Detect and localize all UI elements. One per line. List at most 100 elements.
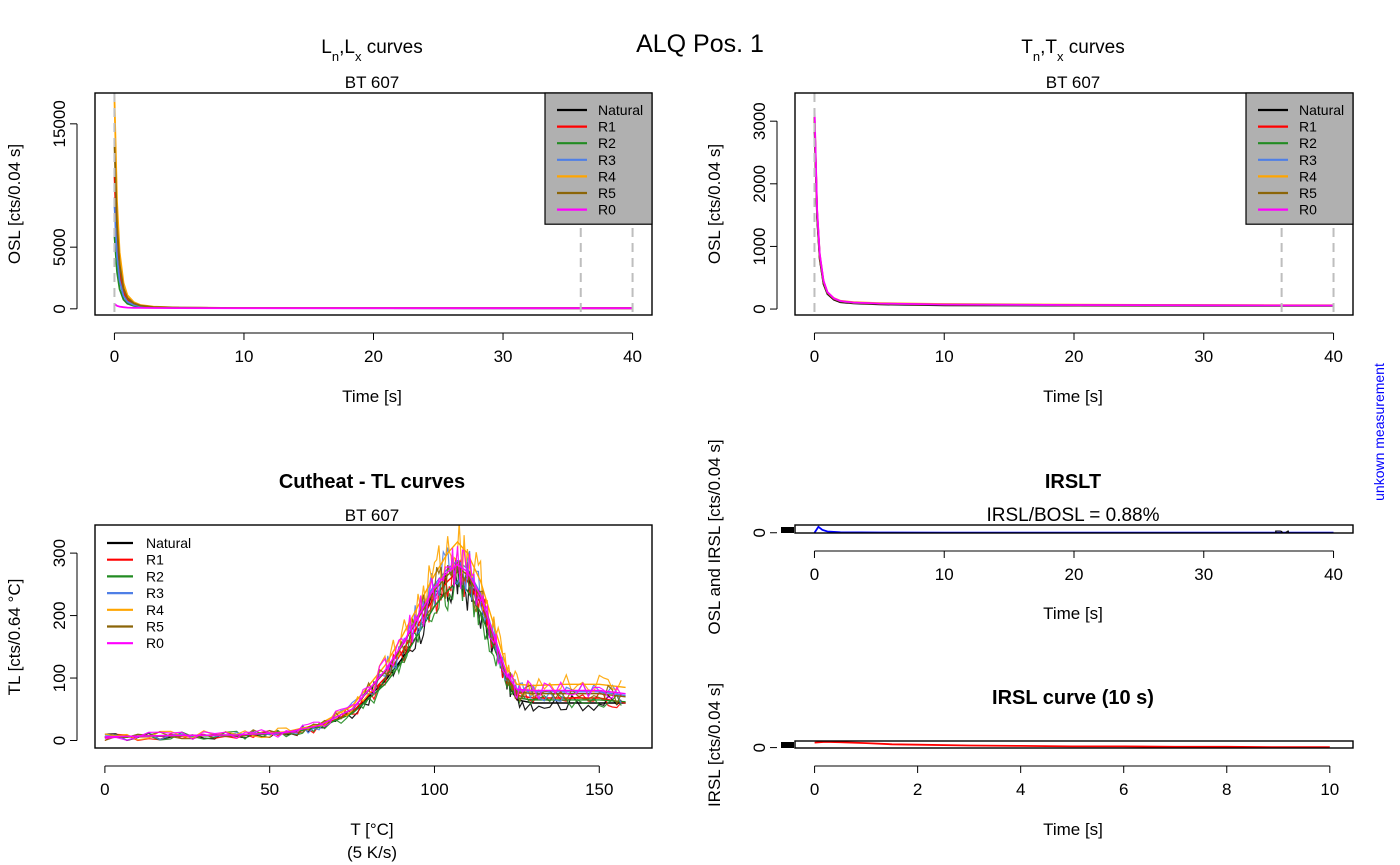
legend-label-r2: R2 [1299, 135, 1317, 151]
y-tick-label: 0 [750, 528, 769, 537]
y-tick-label: 100 [50, 664, 69, 692]
x-tick-label: 0 [810, 565, 819, 584]
series-noise-r0 [104, 546, 622, 741]
x-tick-label: 100 [420, 780, 448, 799]
chart-title: Cutheat - TL curves [279, 471, 465, 493]
x-tick-label: 30 [494, 347, 513, 366]
legend-label-r0: R0 [1299, 202, 1317, 218]
series-group [813, 525, 1334, 533]
x-tick-label: 40 [1324, 565, 1343, 584]
legend-label-r0: R0 [146, 635, 164, 651]
x-tick-label: 20 [364, 347, 383, 366]
series-group [813, 108, 1334, 307]
chart-txcurves: Tn,Tx curves BT 607 0 10 20 30 40 0 1000 2000 3000… [705, 37, 1354, 406]
legend-label-r2: R2 [598, 135, 616, 151]
overlapped-legend-label: R1 [1274, 527, 1292, 543]
x-tick-label: 10 [935, 347, 954, 366]
series-noise-r2 [104, 562, 622, 741]
legend-label-r3: R3 [1299, 152, 1317, 168]
series-group [814, 741, 1330, 748]
plot-frame [794, 524, 1354, 534]
legend-label-r5: R5 [598, 185, 616, 201]
main-title: ALQ Pos. 1 [636, 30, 764, 58]
plot-frame [794, 740, 1354, 749]
chart-lxcurves: Ln,Lx curves BT 607 0 10 20 30 40 0 5000 15000 Tim… [5, 37, 653, 406]
legend-label-natural: Natural [146, 535, 191, 551]
x-tick-label: 40 [1324, 347, 1343, 366]
series-line-r2 [113, 234, 633, 310]
x-tick-label: 40 [623, 347, 642, 366]
y-tick-label: 1000 [750, 228, 769, 266]
y-tick-label: 2000 [750, 165, 769, 203]
legend-label-r4: R4 [146, 602, 164, 618]
x-axis-label-rate: (5 K/s) [347, 843, 397, 862]
chart-title: Ln,Lx curves [321, 37, 422, 64]
legend-label-r4: R4 [1299, 168, 1317, 184]
legend-label-r5: R5 [146, 619, 164, 635]
legend-label-r1: R1 [146, 552, 164, 568]
chart-title: IRSL curve (10 s) [992, 687, 1154, 709]
legend-box [544, 92, 653, 225]
x-tick-label: 50 [260, 780, 279, 799]
series-group [104, 525, 626, 742]
y-axis-label: OSL [cts/0.04 s] [705, 144, 724, 264]
chart-title: Tn,Tx curves [1021, 37, 1124, 64]
chart-irslt: IRSLT 0 10 20 30 40 0 Time [s] OSL and IRSL [cts… [705, 439, 1354, 635]
series-line-r4 [104, 540, 626, 738]
y-tick-label: 200 [50, 601, 69, 629]
y-tick-label: 0 [50, 304, 69, 313]
y-tick-label: 15000 [50, 100, 69, 147]
legend-label-natural: Natural [1299, 102, 1344, 118]
chart-subtitle: BT 607 [345, 506, 400, 525]
x-tick-label: 150 [585, 780, 613, 799]
x-tick-label: 30 [1194, 347, 1213, 366]
x-axis-label: Time [s] [1043, 387, 1103, 406]
plot-frame [94, 524, 653, 749]
legend-box [1245, 92, 1354, 225]
series-line-natural [104, 580, 626, 739]
legend-label-r3: R3 [146, 585, 164, 601]
legend-label-r1: R1 [1299, 119, 1317, 135]
y-tick-label: 0 [750, 304, 769, 313]
series-group [113, 96, 633, 310]
series-line-r5 [104, 565, 626, 738]
chart-subtitle: BT 607 [345, 73, 400, 92]
side-note: unkown measurement [1371, 363, 1387, 501]
legend-label-r2: R2 [146, 568, 164, 584]
series-line-r0 [113, 303, 633, 310]
series-noise-natural [104, 562, 622, 742]
x-tick-label: 4 [1016, 780, 1025, 799]
legend-label-r5: R5 [1299, 185, 1317, 201]
series-line-r0 [104, 563, 626, 738]
x-tick-label: 20 [1065, 347, 1084, 366]
x-axis-label: Time [s] [1043, 604, 1103, 623]
legend-label-natural: Natural [598, 102, 643, 118]
legend-label-r0: R0 [598, 202, 616, 218]
x-tick-label: 10 [935, 565, 954, 584]
y-axis-label: TL [cts/0.64 °C] [5, 579, 24, 696]
x-tick-label: 10 [235, 347, 254, 366]
chart-tlcurves: Cutheat - TL curves BT 607 0 50 100 150 0 100 20… [5, 471, 653, 862]
x-tick-label: 0 [810, 780, 819, 799]
x-axis-label: Time [s] [1043, 820, 1103, 839]
x-tick-label: 20 [1065, 565, 1084, 584]
x-tick-label: 2 [913, 780, 922, 799]
series-noise-r5 [104, 559, 622, 741]
series-line-r3 [104, 559, 626, 738]
legend-label-r1: R1 [598, 119, 616, 135]
series-line-irsl [813, 525, 1334, 533]
ratio-annotation: IRSL/BOSL = 0.88% [986, 505, 1159, 526]
series-line-irsl [814, 741, 1330, 748]
x-tick-label: 0 [810, 347, 819, 366]
x-tick-label: 0 [110, 347, 119, 366]
chart-subtitle: BT 607 [1046, 73, 1101, 92]
series-line-r0 [813, 108, 1334, 307]
chart-irslcurve: IRSL curve (10 s) 0 2 4 6 8 10 0 Time [s] IRSL [c… [705, 683, 1354, 839]
series-noise-r1 [104, 558, 622, 742]
y-tick-label: 0 [750, 743, 769, 752]
